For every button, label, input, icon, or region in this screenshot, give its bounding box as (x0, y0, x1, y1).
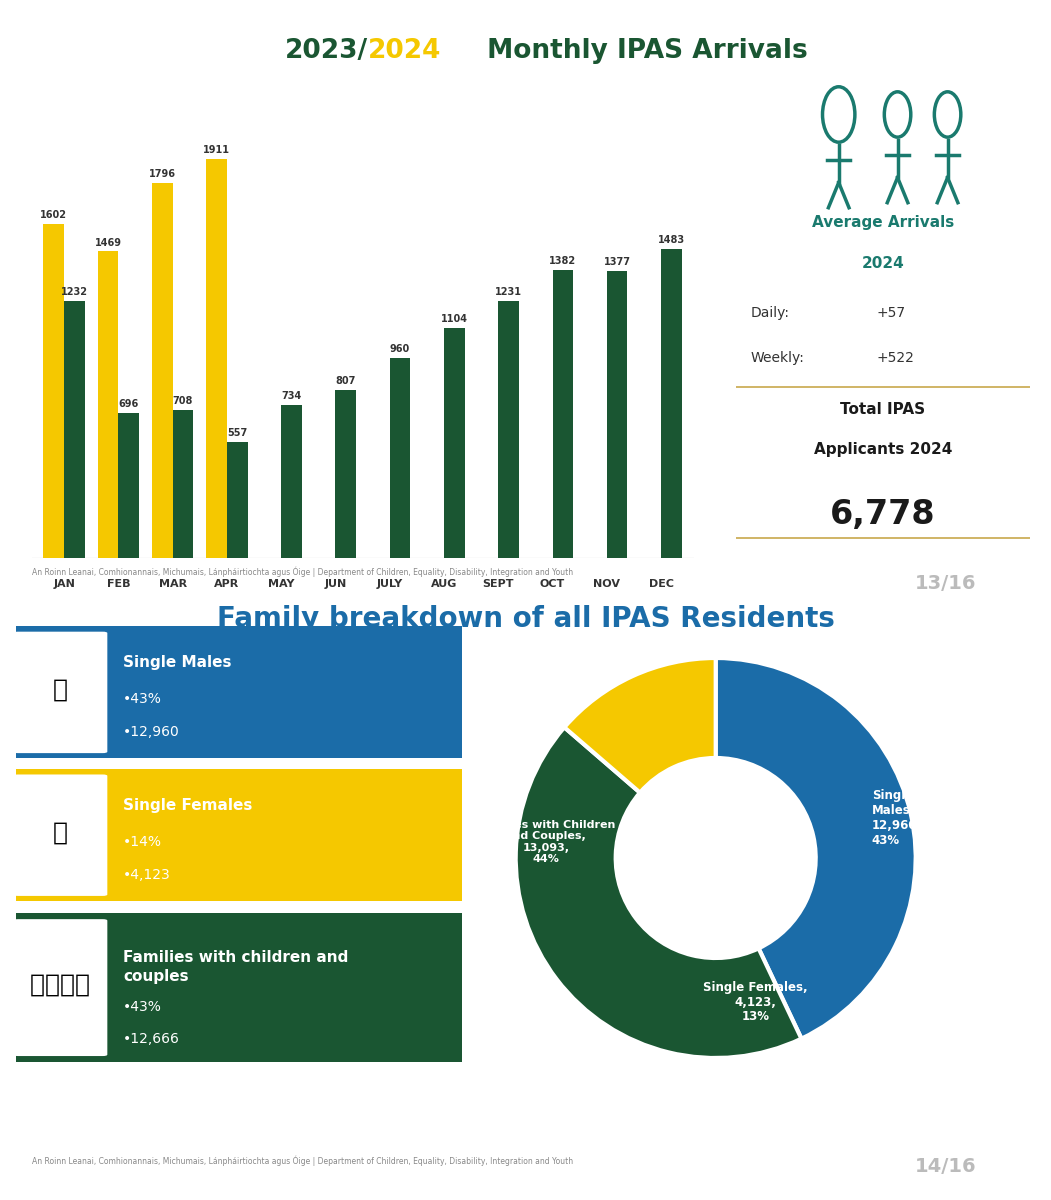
Text: JUN: JUN (325, 578, 347, 589)
Bar (444, 328, 465, 558)
Text: Daily:: Daily: (750, 306, 789, 320)
Bar (227, 442, 248, 558)
Text: 807: 807 (335, 376, 356, 386)
Text: •14%: •14% (123, 835, 162, 850)
Text: Family breakdown of all IPAS Residents: Family breakdown of all IPAS Residents (217, 605, 834, 632)
Text: 1602: 1602 (40, 210, 67, 220)
Text: MAY: MAY (268, 578, 294, 589)
Bar (64, 301, 85, 558)
Bar (172, 410, 193, 558)
Text: •12,960: •12,960 (123, 725, 180, 739)
Text: Families with children and
couples: Families with children and couples (123, 950, 348, 984)
Text: AUG: AUG (431, 578, 457, 589)
Text: Single
Males,
12,960,
43%: Single Males, 12,960, 43% (871, 790, 922, 847)
Bar (98, 252, 119, 558)
Bar (606, 271, 627, 558)
Text: JULY: JULY (376, 578, 403, 589)
Bar (553, 270, 573, 558)
Text: 14/16: 14/16 (914, 1157, 976, 1176)
Wedge shape (564, 658, 716, 793)
Text: 557: 557 (227, 428, 247, 438)
Text: 960: 960 (390, 344, 410, 354)
Text: Applicants 2024: Applicants 2024 (813, 442, 952, 457)
Bar (206, 160, 227, 558)
Text: •43%: •43% (123, 1000, 162, 1014)
Bar (390, 358, 410, 558)
Text: APR: APR (214, 578, 240, 589)
Text: OCT: OCT (540, 578, 565, 589)
Text: 708: 708 (172, 396, 193, 407)
Text: Single Females,
4,123,
13%: Single Females, 4,123, 13% (703, 980, 808, 1024)
Bar (152, 184, 172, 558)
Bar (119, 413, 139, 558)
Text: 6,778: 6,778 (830, 498, 935, 530)
Text: Monthly IPAS Arrivals: Monthly IPAS Arrivals (478, 38, 808, 65)
Wedge shape (516, 727, 802, 1058)
Text: •43%: •43% (123, 692, 162, 707)
Text: Weekly:: Weekly: (750, 352, 804, 365)
Text: 1377: 1377 (603, 257, 631, 266)
FancyBboxPatch shape (14, 631, 107, 754)
Bar (498, 301, 519, 558)
Text: MAR: MAR (159, 578, 187, 589)
Text: 🚹: 🚹 (53, 678, 68, 702)
Text: 13/16: 13/16 (914, 574, 976, 593)
Text: 2024: 2024 (368, 38, 441, 65)
Text: 🚺: 🚺 (53, 821, 68, 845)
Bar (335, 390, 356, 558)
Text: 1232: 1232 (61, 287, 88, 298)
Text: DEC: DEC (648, 578, 674, 589)
Text: 1469: 1469 (95, 238, 122, 247)
Text: An Roinn Leanai, Comhionannais, Michumais, Lánpháirtiochta agus Óige | Departmen: An Roinn Leanai, Comhionannais, Michumai… (32, 566, 573, 577)
Text: 696: 696 (119, 398, 139, 409)
Text: 1796: 1796 (149, 169, 176, 180)
Text: Single Females: Single Females (123, 798, 252, 814)
Text: 👨‍👩‍👧‍👦: 👨‍👩‍👧‍👦 (30, 973, 90, 997)
Text: NOV: NOV (594, 578, 620, 589)
Bar (661, 248, 682, 558)
Text: +57: +57 (877, 306, 906, 320)
Text: 1231: 1231 (495, 287, 522, 298)
Text: Single Males: Single Males (123, 655, 231, 671)
FancyBboxPatch shape (14, 919, 107, 1056)
Text: SEPT: SEPT (482, 578, 514, 589)
Text: 2024: 2024 (862, 256, 904, 270)
Text: 1104: 1104 (440, 314, 468, 324)
Bar (282, 404, 302, 558)
Text: JAN: JAN (54, 578, 75, 589)
Text: 1911: 1911 (203, 145, 230, 156)
Text: •4,123: •4,123 (123, 869, 170, 882)
FancyBboxPatch shape (14, 774, 107, 896)
Text: 734: 734 (282, 391, 302, 401)
Bar (43, 223, 64, 558)
Text: Total IPAS: Total IPAS (841, 402, 925, 416)
Text: 1483: 1483 (658, 235, 685, 245)
Text: •12,666: •12,666 (123, 1032, 180, 1046)
Text: +522: +522 (877, 352, 914, 365)
Text: Average Arrivals: Average Arrivals (811, 215, 954, 230)
Text: An Roinn Leanai, Comhionannais, Michumais, Lánpháirtiochta agus Óige | Departmen: An Roinn Leanai, Comhionannais, Michumai… (32, 1156, 573, 1166)
Text: 2023/: 2023/ (285, 38, 368, 65)
Text: FEB: FEB (106, 578, 130, 589)
Circle shape (616, 758, 816, 958)
Text: 1382: 1382 (550, 256, 576, 266)
Wedge shape (716, 658, 915, 1039)
Text: Families with Children
and Couples,
13,093,
44%: Families with Children and Couples, 13,0… (476, 820, 615, 864)
